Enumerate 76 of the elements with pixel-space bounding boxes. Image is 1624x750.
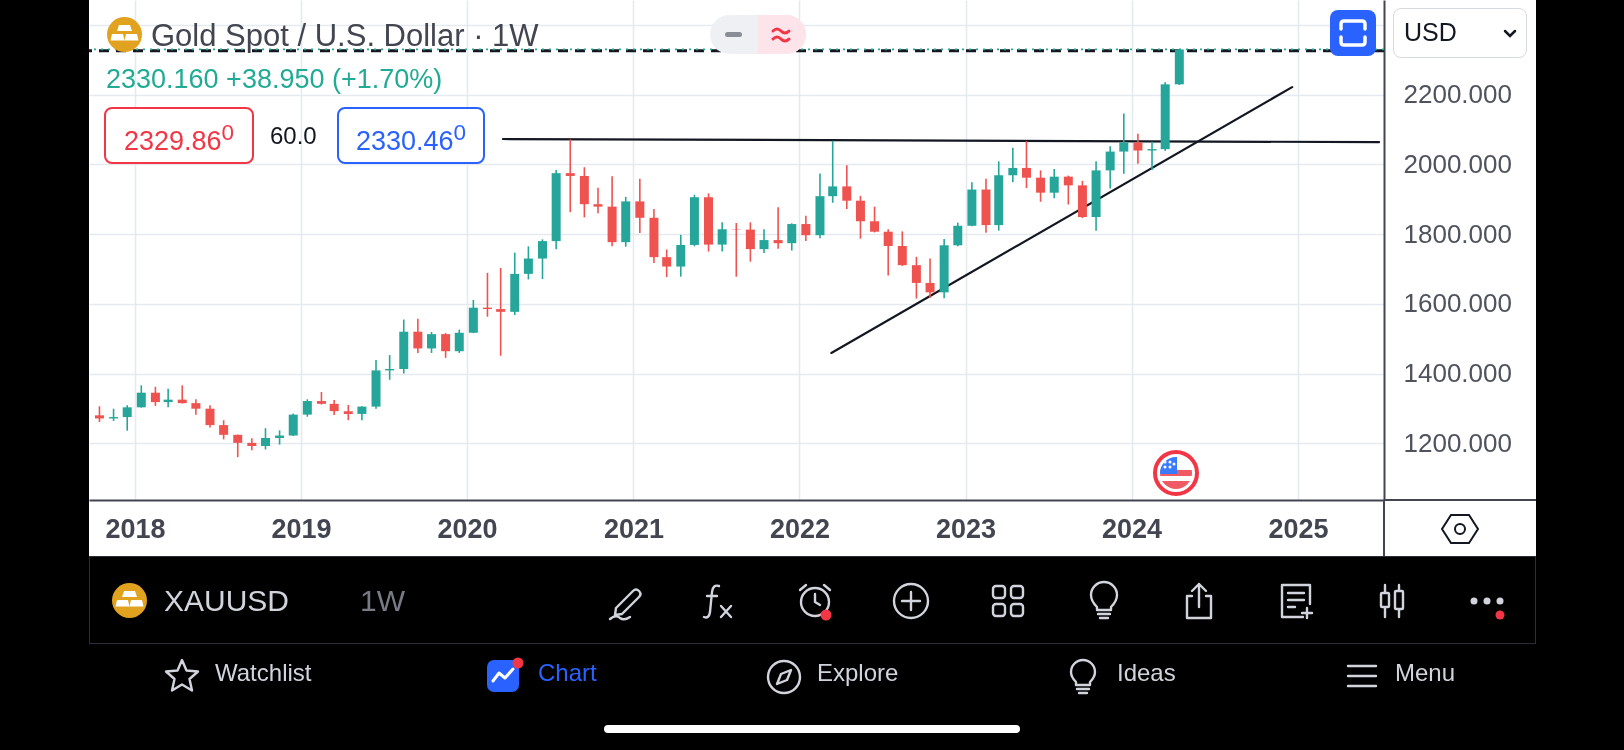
price-button: 2330.46$^{0}$	[337, 107, 485, 164]
candlestick	[205, 404, 215, 429]
candlestick	[496, 267, 506, 357]
candlestick	[150, 385, 160, 407]
candlestick	[731, 222, 741, 278]
candlestick	[911, 255, 921, 300]
candlestick	[441, 332, 451, 359]
candlestick	[343, 404, 353, 422]
y-tick-label: 1400.000	[1403, 358, 1512, 389]
candlestick	[523, 245, 533, 281]
candlestick	[233, 433, 243, 458]
candlestick	[413, 318, 423, 354]
candlestick	[454, 328, 464, 354]
candlestick	[136, 384, 146, 409]
text: XAUUSD	[164, 584, 290, 617]
candlestick	[219, 419, 229, 441]
candlestick	[247, 437, 257, 451]
x-tick-label: 2019	[271, 513, 332, 544]
candlestick	[717, 221, 727, 253]
candlestick	[1147, 141, 1157, 171]
candlestick	[427, 331, 437, 354]
dropdown-field: USD	[1393, 8, 1527, 58]
candlestick	[260, 427, 270, 451]
y-tick-label: 1800.000	[1403, 218, 1512, 249]
text: Ideas	[1117, 659, 1176, 686]
candlestick	[1049, 168, 1059, 200]
text: Explore	[817, 659, 899, 686]
candlestick	[1119, 112, 1129, 175]
y-tick-label: 1600.000	[1403, 288, 1512, 319]
candlestick	[745, 221, 755, 263]
text: 1W	[360, 584, 405, 617]
x-tick-label: 2018	[105, 513, 166, 544]
annotation: 2329.86$^{0}$	[124, 120, 235, 156]
candlestick	[1063, 174, 1073, 206]
candlestick	[801, 214, 811, 242]
y-tick-label: 2000.000	[1403, 148, 1512, 179]
text: Watchlist	[215, 659, 312, 686]
candlestick	[122, 404, 132, 432]
candlestick	[842, 164, 852, 210]
x-tick-label: 2025	[1268, 513, 1329, 544]
candlestick	[925, 257, 935, 299]
price-button: 2329.86$^{0}$	[104, 107, 254, 164]
candlestick	[883, 228, 893, 277]
candlestick	[787, 222, 797, 252]
annotation: 2330.160 +38.950 (+1.70%)	[106, 63, 443, 94]
candlestick	[538, 238, 547, 280]
candlestick	[662, 248, 672, 278]
candlestick	[759, 228, 769, 254]
candlestick	[773, 206, 783, 250]
candlestick	[1008, 146, 1018, 184]
candlestick	[676, 234, 686, 278]
candlestick	[828, 139, 838, 204]
candlestick	[1133, 133, 1143, 165]
x-tick-label: 2024	[1102, 513, 1163, 544]
annotation: 2330.46$^{0}$	[356, 120, 467, 156]
candlestick	[1036, 169, 1046, 203]
candlestick	[953, 221, 963, 248]
text: Gold Spot / U.S. Dollar · 1W	[151, 17, 539, 53]
candlestick	[897, 230, 907, 267]
x-tick-label: 2023	[935, 513, 997, 544]
x-tick-label: 2021	[603, 513, 665, 544]
candlestick	[288, 412, 298, 437]
x-tick-label: 2020	[437, 513, 498, 544]
candlestick	[870, 205, 880, 234]
candlestick	[855, 195, 865, 240]
x-tick-label: 2022	[769, 513, 831, 544]
y-tick-label: 2200.000	[1403, 79, 1512, 110]
text: Chart	[538, 659, 597, 686]
text: Menu	[1395, 659, 1456, 686]
annotation: 60.0	[270, 122, 317, 149]
candlestick	[635, 177, 645, 234]
y-tick-label: 1200.000	[1403, 427, 1512, 458]
candlestick	[565, 138, 575, 213]
candlestick	[1021, 140, 1031, 189]
candlestick	[593, 187, 603, 215]
candlestick	[1105, 145, 1115, 190]
